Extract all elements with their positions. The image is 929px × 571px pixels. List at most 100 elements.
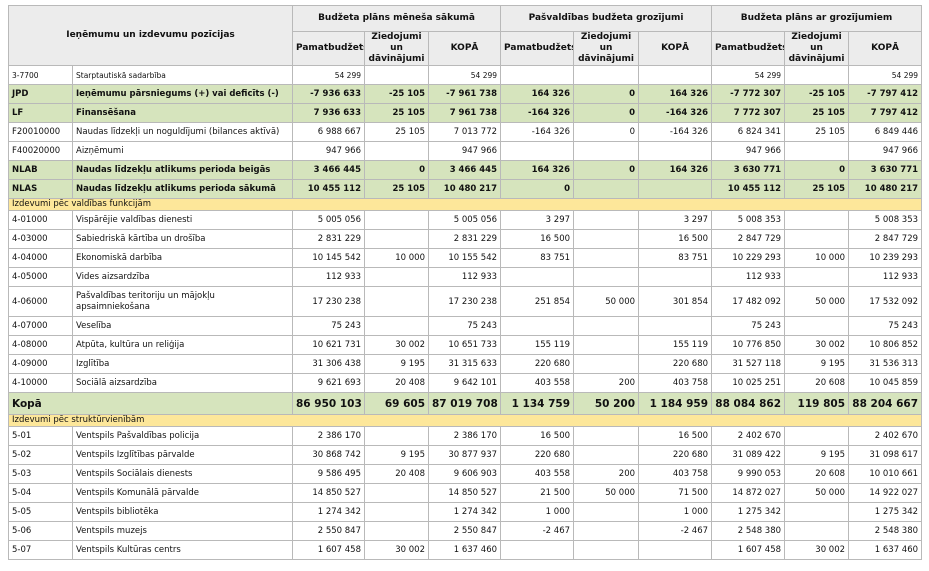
data-row: 4-03000 Sabiedriskā kārtība un drošība 2 8…	[8, 229, 923, 249]
value-cell: 10 010 661	[848, 464, 923, 484]
row-name: Sociālā aizsardzība	[72, 373, 293, 393]
value-cell: 88 204 667	[848, 392, 923, 415]
value-cell: 220 680	[638, 445, 713, 465]
row-code: 4-04000	[8, 248, 73, 268]
value-cell: 155 119	[638, 335, 713, 355]
row-code: 4-05000	[8, 267, 73, 287]
value-cell	[784, 316, 850, 336]
value-cell: 220 680	[638, 354, 713, 374]
section-row: Izdevumi pēc valdības funkcijām	[7, 198, 923, 211]
row-code: 5-06	[8, 521, 73, 541]
data-row: NLAS Naudas līdzekļu atlikums perioda sāk…	[8, 179, 923, 199]
group-header: Budžeta plāns mēneša sākumā	[291, 5, 502, 32]
value-cell: 10 000	[364, 248, 429, 268]
value-cell	[573, 502, 640, 522]
value-cell: 0	[573, 103, 640, 123]
row-code: 5-05	[8, 502, 73, 522]
value-cell: -7 797 412	[848, 84, 923, 104]
value-cell: 220 680	[500, 445, 575, 465]
value-cell: 10 455 112	[292, 179, 365, 199]
value-cell: -25 105	[784, 84, 850, 104]
value-cell: 10 480 217	[848, 179, 923, 199]
value-cell: 403 758	[638, 373, 713, 393]
value-cell: 119 805	[784, 392, 850, 415]
value-cell: 31 306 438	[292, 354, 365, 374]
row-code: 5-04	[8, 483, 73, 503]
value-cell: 31 315 633	[427, 354, 502, 374]
value-cell	[364, 210, 429, 230]
value-cell: 6 988 667	[292, 122, 365, 142]
value-cell: 17 532 092	[848, 286, 923, 317]
value-cell	[638, 65, 713, 85]
value-cell: 1 637 460	[848, 540, 923, 560]
row-label: Kopā	[8, 392, 293, 415]
value-cell: 54 299	[711, 65, 786, 85]
value-cell: 6 849 446	[848, 122, 923, 142]
value-cell: 54 299	[848, 65, 923, 85]
value-cell	[573, 248, 640, 268]
value-cell: 1 000	[638, 502, 713, 522]
value-cell: 3 466 445	[427, 160, 502, 180]
row-name: Ventspils Kultūras centrs	[72, 540, 293, 560]
value-cell	[573, 267, 640, 287]
value-cell: 75 243	[848, 316, 923, 336]
data-row: 5-05 Ventspils bibliotēka 1 274 342 1 274 3…	[8, 502, 923, 522]
row-code: F40020000	[8, 141, 73, 161]
value-cell: 71 500	[638, 483, 713, 503]
data-row: 4-07000 Veselība 75 243 75 243 75 243 75 243	[8, 316, 923, 336]
value-cell: 2 402 670	[711, 426, 786, 446]
value-cell	[364, 141, 429, 161]
value-cell: 2 550 847	[292, 521, 365, 541]
value-cell	[364, 65, 429, 85]
value-cell: 10 145 542	[292, 248, 365, 268]
value-cell: 3 297	[500, 210, 575, 230]
row-name: Ventspils bibliotēka	[72, 502, 293, 522]
value-cell: 10 806 852	[848, 335, 923, 355]
value-cell: 2 402 670	[848, 426, 923, 446]
data-row: 3-7700 Starptautiskā sadarbība 54 299 54 29…	[8, 65, 923, 85]
value-cell: 3 466 445	[292, 160, 365, 180]
value-cell: 112 933	[292, 267, 365, 287]
value-cell: 14 850 527	[427, 483, 502, 503]
value-cell: 10 239 293	[848, 248, 923, 268]
value-cell: 9 195	[784, 354, 850, 374]
value-cell: 10 229 293	[711, 248, 786, 268]
value-cell: 7 772 307	[711, 103, 786, 123]
value-cell: 50 000	[573, 286, 640, 317]
value-cell: 9 195	[364, 445, 429, 465]
value-cell: 50 000	[573, 483, 640, 503]
data-row: 4-04000 Ekonomiskā darbība 10 145 542 10 00…	[8, 248, 923, 268]
value-cell: 6 824 341	[711, 122, 786, 142]
value-cell: -2 467	[638, 521, 713, 541]
value-cell: 112 933	[427, 267, 502, 287]
row-name: Ventspils Sociālais dienests	[72, 464, 293, 484]
value-cell: 1 275 342	[848, 502, 923, 522]
value-cell: 30 877 937	[427, 445, 502, 465]
row-code: 4-01000	[8, 210, 73, 230]
data-row: 4-06000 Pašvaldības teritoriju un mājokļu…	[8, 286, 923, 317]
value-cell: -164 326	[638, 122, 713, 142]
row-code: 5-07	[8, 540, 73, 560]
value-cell: 75 243	[711, 316, 786, 336]
value-cell: 75 243	[292, 316, 365, 336]
value-cell: 86 950 103	[292, 392, 365, 415]
value-cell: 14 850 527	[292, 483, 365, 503]
value-cell: 7 013 772	[427, 122, 502, 142]
value-cell	[573, 521, 640, 541]
value-cell: 20 608	[784, 464, 850, 484]
value-cell: 31 527 118	[711, 354, 786, 374]
value-cell: 220 680	[500, 354, 575, 374]
section-label: Izdevumi pēc struktūrvienībām	[7, 414, 923, 427]
column-header: Ziedojumi un dāvinājumi	[784, 31, 850, 66]
data-row: 4-05000 Vides aizsardzība 112 933 112 933 11…	[8, 267, 923, 287]
value-cell: 14 922 027	[848, 483, 923, 503]
value-cell: 1 607 458	[711, 540, 786, 560]
value-cell: 30 002	[784, 540, 850, 560]
data-row: Kopā 86 950 103 69 605 87 019 708 1 134 759 5…	[8, 392, 923, 415]
value-cell	[573, 540, 640, 560]
row-code: JPD	[8, 84, 73, 104]
row-code: 5-02	[8, 445, 73, 465]
value-cell: 16 500	[500, 426, 575, 446]
value-cell	[784, 267, 850, 287]
